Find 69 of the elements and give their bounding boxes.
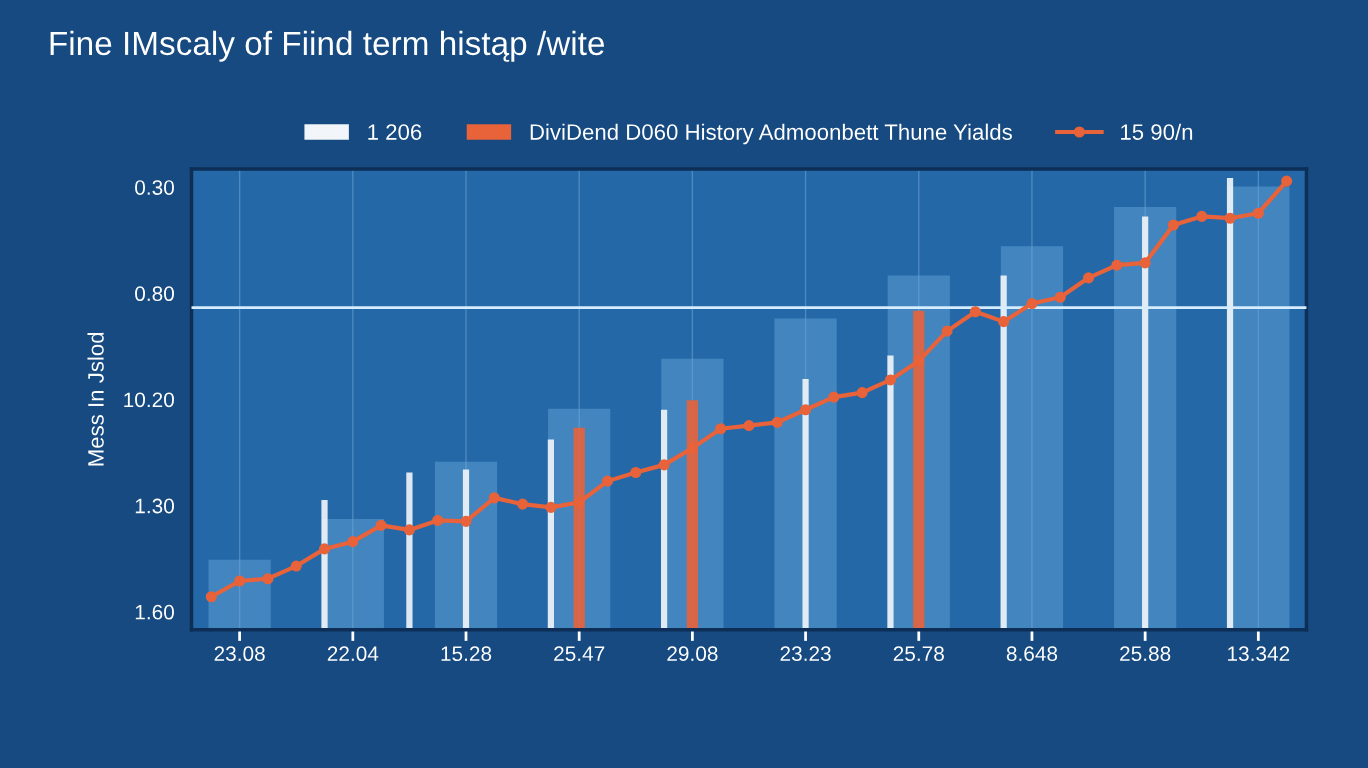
- text: 10.20: [124, 392, 174, 408]
- point: [375, 519, 387, 531]
- point: [743, 420, 755, 432]
- point: [205, 591, 217, 603]
- x-tick-label: 29.08: [667, 646, 718, 662]
- point: [1082, 272, 1095, 284]
- chart-title: Fine IMscaly of Fiind term histąp /wite: [50, 30, 604, 62]
- point: [488, 492, 500, 504]
- x-tick-label: 22.04: [327, 646, 379, 662]
- point: [913, 355, 925, 367]
- point: [969, 306, 981, 318]
- bar: [660, 409, 668, 630]
- legend-label: 15 90/n: [1121, 123, 1193, 140]
- point: [290, 560, 302, 572]
- x-tick-label: 25.47: [554, 646, 605, 662]
- point: [1167, 219, 1179, 231]
- legend-label: DiviDend D060 History Admoonbett Thune Yialds: [530, 123, 1012, 145]
- x-tick-label: 23.08: [214, 646, 265, 662]
- point: [601, 475, 614, 487]
- x-tick-label: 15.28: [441, 646, 492, 662]
- point: [403, 524, 415, 536]
- point: [1139, 257, 1151, 269]
- point: [828, 391, 840, 403]
- point: [856, 387, 868, 399]
- x-tick-label: 13.342: [1228, 646, 1290, 662]
- bar: [1142, 216, 1149, 630]
- point: [347, 536, 359, 548]
- point: [1026, 298, 1038, 310]
- point: [771, 416, 783, 428]
- point: [1252, 207, 1264, 219]
- point: [630, 466, 642, 479]
- text: 1.30: [135, 498, 174, 514]
- point: [715, 423, 727, 435]
- text: 0.80: [135, 286, 174, 302]
- point: [545, 501, 557, 513]
- point: [318, 543, 331, 555]
- point: [432, 514, 444, 526]
- bar: [406, 472, 413, 630]
- point: [573, 496, 585, 508]
- point: [1281, 175, 1293, 187]
- point: [658, 459, 670, 471]
- point: [262, 573, 274, 585]
- point: [517, 498, 529, 510]
- x-tick-label: 8.648: [1006, 646, 1058, 662]
- point: [460, 515, 472, 527]
- legend-label: 1 206: [368, 124, 422, 140]
- point: [1111, 259, 1123, 271]
- x-tick-label: 25.78: [893, 646, 944, 662]
- bar: [1226, 178, 1234, 630]
- bar: [1000, 275, 1007, 630]
- bar: [547, 439, 555, 630]
- point: [800, 404, 812, 416]
- text: 0.30: [135, 180, 174, 195]
- point: [998, 316, 1010, 328]
- bar: [802, 379, 809, 630]
- bar: [887, 355, 894, 630]
- text: 1.60: [135, 604, 174, 620]
- point: [1054, 291, 1066, 303]
- bar: [208, 559, 271, 630]
- point: [884, 374, 897, 386]
- point: [941, 325, 953, 337]
- x-tick-label: 23.23: [780, 646, 831, 662]
- point: [1224, 212, 1236, 224]
- bar: [321, 500, 328, 630]
- point: [686, 442, 698, 454]
- point: [234, 575, 246, 587]
- y-axis-title: Mess In Jslod: [87, 332, 104, 466]
- point: [1196, 210, 1208, 222]
- x-tick-label: 25.88: [1120, 646, 1171, 662]
